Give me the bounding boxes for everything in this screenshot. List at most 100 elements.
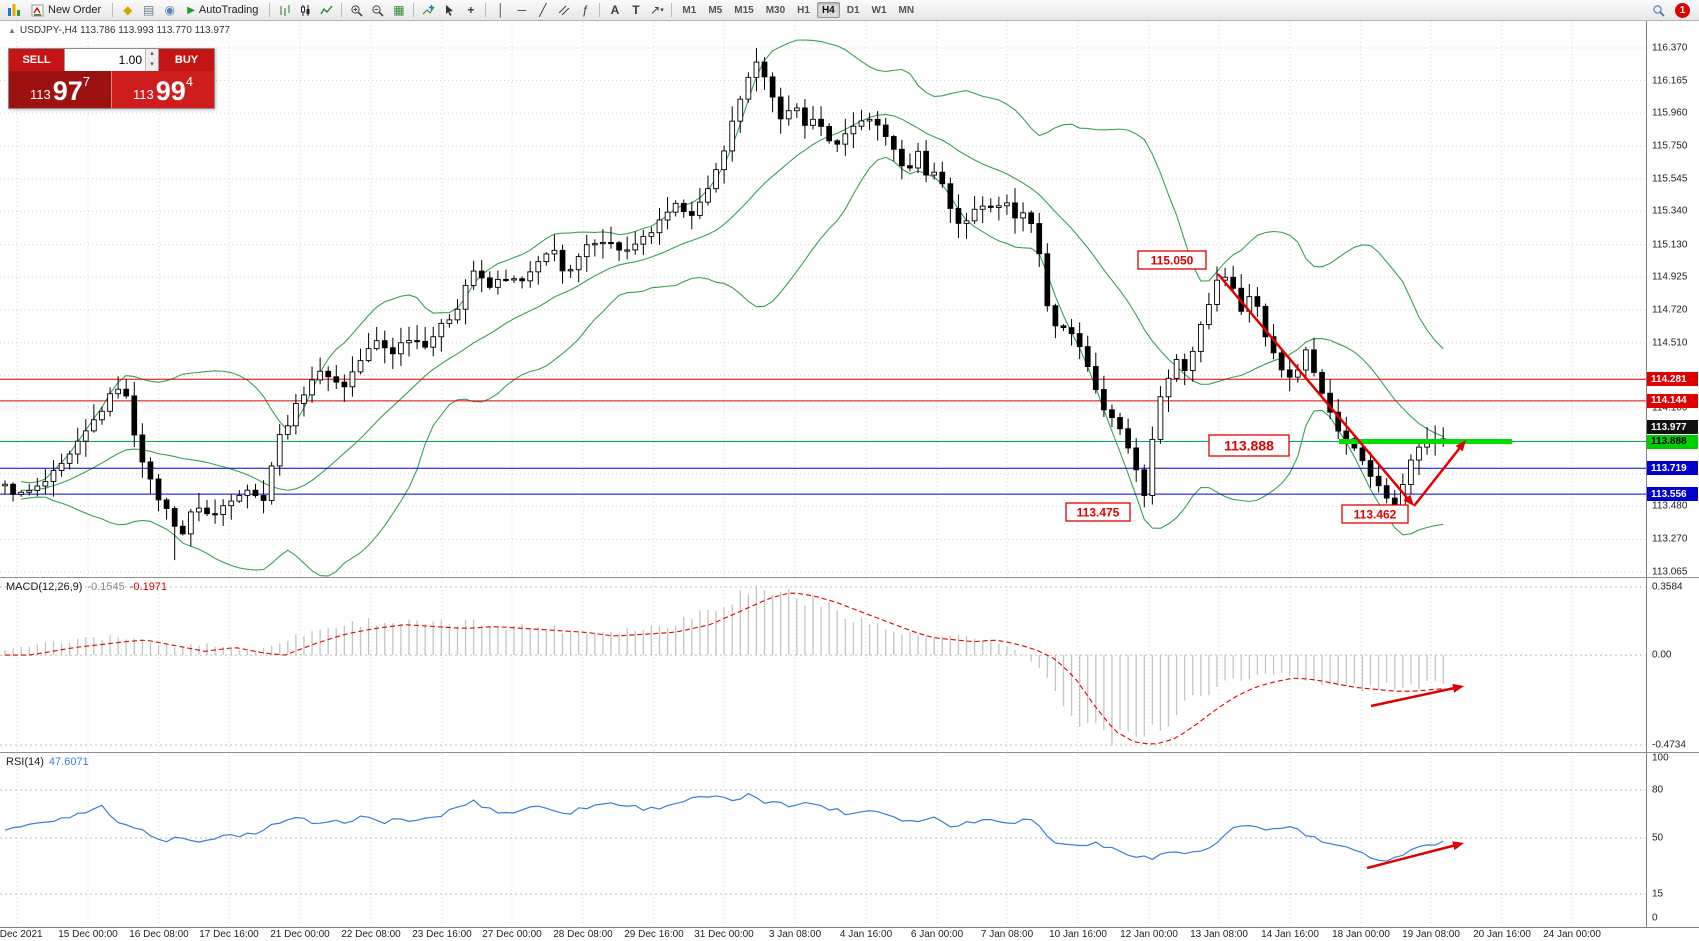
price-tick: 114.925 xyxy=(1652,271,1688,283)
main-toolbar: New Order ◆ ▤ ◉ ▶ AutoTrading ▦ + │ ─ ╱ … xyxy=(0,0,1699,21)
buy-price-button[interactable]: 113 99 4 xyxy=(111,71,214,108)
timeframe-w1[interactable]: W1 xyxy=(867,2,892,18)
arrows-tool-icon[interactable]: ↗ ▾ xyxy=(647,2,666,19)
macd-panel-separator[interactable] xyxy=(0,577,1699,578)
channel-icon[interactable] xyxy=(554,2,573,19)
timeframe-group: M1 M5 M15 M30 H1 H4 D1 W1 MN xyxy=(677,2,919,18)
trendline-icon[interactable]: ╱ xyxy=(533,2,552,19)
sell-price-big: 97 xyxy=(52,76,83,106)
crosshair-icon[interactable]: + xyxy=(461,2,480,19)
separator xyxy=(413,3,415,17)
price-badge-113.719: 113.719 xyxy=(1647,461,1698,476)
macd-axis-tick: 0.00 xyxy=(1652,649,1672,661)
timeframe-d1[interactable]: D1 xyxy=(842,2,865,18)
tile-windows-icon[interactable]: ▦ xyxy=(389,2,408,19)
price-tick: 115.960 xyxy=(1652,107,1688,119)
grid xyxy=(0,22,1646,926)
separator xyxy=(671,3,673,17)
price-chart-canvas[interactable]: 115.050 113.888 113.475 113.462 xyxy=(0,0,1646,927)
timeframe-mn[interactable]: MN xyxy=(894,2,920,18)
price-tick: 113.270 xyxy=(1652,533,1688,545)
app-icon xyxy=(4,2,23,19)
time-tick: 28 Dec 08:00 xyxy=(553,929,613,940)
timeframe-h4[interactable]: H4 xyxy=(816,2,840,18)
volume-spinner[interactable]: ▴ ▾ xyxy=(145,49,158,71)
indicators-icon[interactable] xyxy=(419,2,438,19)
separator xyxy=(269,3,271,17)
volume-down-icon[interactable]: ▾ xyxy=(146,60,158,71)
notification-badge[interactable]: 1 xyxy=(1675,2,1690,18)
buy-price-sup: 4 xyxy=(185,74,193,89)
sell-button[interactable]: SELL xyxy=(9,49,64,71)
macd-axis-tick: -0.4734 xyxy=(1652,739,1686,751)
price-tick: 115.340 xyxy=(1652,205,1688,217)
timeframe-m5[interactable]: M5 xyxy=(703,2,727,18)
time-tick: 22 Dec 08:00 xyxy=(341,929,401,940)
print-icon[interactable]: ▤ xyxy=(139,2,158,19)
timeframe-m1[interactable]: M1 xyxy=(677,2,701,18)
rsi-axis-tick: 100 xyxy=(1652,752,1669,764)
data-window-icon[interactable]: ◉ xyxy=(160,2,179,19)
search-icon[interactable] xyxy=(1649,2,1668,19)
price-tick: 114.510 xyxy=(1652,337,1688,349)
sell-price-button[interactable]: 113 97 7 xyxy=(9,71,111,108)
text-icon[interactable]: A xyxy=(605,2,624,19)
rsi-axis-tick: 0 xyxy=(1652,912,1658,924)
timeframe-m30[interactable]: M30 xyxy=(761,2,790,18)
price-badge-113.977: 113.977 xyxy=(1647,420,1698,435)
toolbar-right-group: 1 xyxy=(1649,2,1695,19)
volume-value[interactable]: 1.00 xyxy=(118,53,142,67)
price-badge-113.888: 113.888 xyxy=(1647,434,1698,449)
vertical-line-icon[interactable]: │ xyxy=(491,2,510,19)
candlestick-chart-icon[interactable] xyxy=(296,2,315,19)
profile-icon[interactable]: ◆ xyxy=(118,2,137,19)
rsi-panel-separator[interactable] xyxy=(0,752,1699,753)
price-badge-114.144: 114.144 xyxy=(1647,393,1698,408)
time-tick: 4 Jan 16:00 xyxy=(839,929,893,940)
separator xyxy=(485,3,487,17)
price-tick: 115.545 xyxy=(1652,173,1688,185)
bar-chart-icon[interactable] xyxy=(275,2,294,19)
cursor-icon[interactable] xyxy=(440,2,459,19)
chart-icon: ▲ xyxy=(8,26,16,35)
rsi-axis-tick: 15 xyxy=(1652,888,1664,900)
time-tick: 31 Dec 00:00 xyxy=(694,929,754,940)
time-tick: 20 Jan 16:00 xyxy=(1473,929,1531,940)
time-tick: 18 Jan 00:00 xyxy=(1332,929,1390,940)
price-tick: 115.750 xyxy=(1652,140,1688,152)
svg-text:115.050: 115.050 xyxy=(1151,253,1194,267)
new-order-button[interactable]: New Order xyxy=(25,1,107,19)
timeframe-h1[interactable]: H1 xyxy=(792,2,815,18)
price-tick: 115.130 xyxy=(1652,239,1688,251)
buy-button[interactable]: BUY xyxy=(159,49,214,71)
time-tick: 3 Jan 08:00 xyxy=(768,929,822,940)
macd-label-row: MACD(12,26,9) -0.1545 -0.1971 xyxy=(6,581,167,593)
price-badge-113.556: 113.556 xyxy=(1647,487,1698,502)
one-click-trading-panel: SELL 1.00 ▴ ▾ BUY 113 97 7 113 99 4 xyxy=(8,48,215,109)
time-tick: 16 Dec 08:00 xyxy=(129,929,189,940)
time-tick: 7 Jan 08:00 xyxy=(980,929,1034,940)
volume-field[interactable]: 1.00 ▴ ▾ xyxy=(64,49,159,71)
horizontal-line-icon[interactable]: ─ xyxy=(512,2,531,19)
price-tick: 116.370 xyxy=(1652,42,1688,54)
rsi-axis-tick: 50 xyxy=(1652,832,1664,844)
time-tick: 12 Jan 00:00 xyxy=(1120,929,1178,940)
timeframe-m15[interactable]: M15 xyxy=(729,2,758,18)
time-tick: 15 Dec 00:00 xyxy=(58,929,118,940)
svg-text:113.475: 113.475 xyxy=(1077,505,1120,519)
price-axis[interactable]: 116.370 116.165 115.960 115.750 115.545 115.3… xyxy=(1646,21,1699,927)
svg-text:113.462: 113.462 xyxy=(1354,507,1397,521)
price-tick: 114.720 xyxy=(1652,304,1688,316)
text-label-icon[interactable]: T xyxy=(626,2,645,19)
fibonacci-icon[interactable]: ƒ xyxy=(575,2,594,19)
autotrading-button[interactable]: ▶ AutoTrading xyxy=(181,1,264,19)
volume-up-icon[interactable]: ▴ xyxy=(146,49,158,60)
line-chart-icon[interactable] xyxy=(317,2,336,19)
zoom-in-icon[interactable] xyxy=(347,2,366,19)
candlesticks xyxy=(2,48,1447,561)
zoom-out-icon[interactable] xyxy=(368,2,387,19)
rsi-axis-tick: 80 xyxy=(1652,784,1664,796)
separator xyxy=(341,3,343,17)
time-axis[interactable]: 3 Dec 2021 15 Dec 00:00 16 Dec 08:00 17 Dec… xyxy=(0,927,1699,941)
trend-arrows xyxy=(1217,273,1466,870)
